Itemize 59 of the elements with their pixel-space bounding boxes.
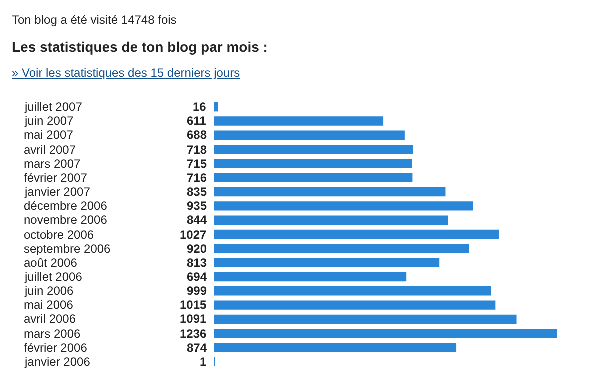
y-tick-label: avril 2007 [24,143,76,157]
chart-subtitle: Les statistiques de ton blog par mois : [12,39,268,55]
y-tick-label: mai 2006 [24,298,74,312]
bar [214,116,384,126]
bar [214,216,448,225]
data-label: 935 [187,199,208,213]
data-label: 16 [193,100,207,114]
bar [214,159,412,168]
y-tick-label: mai 2007 [24,128,74,142]
data-label: 1027 [180,228,208,242]
bar [214,130,405,140]
data-label: 1091 [180,312,208,326]
data-label: 611 [187,114,207,128]
y-tick-label: octobre 2006 [24,228,94,242]
bar [214,272,407,282]
data-label: 694 [187,270,208,284]
text: » Voir les statistiques des 15 derniers jours [12,66,240,80]
bar [214,258,440,268]
y-tick-label: février 2007 [24,171,88,185]
y-tick-label: août 2006 [24,256,78,270]
y-tick-label: juin 2007 [24,114,74,128]
data-label: 718 [187,143,208,157]
bar [214,244,470,254]
bar [214,173,413,182]
y-tick-label: novembre 2006 [24,213,108,227]
data-label: 844 [187,213,208,227]
bar [214,314,517,324]
y-tick-label: mars 2007 [24,157,82,171]
y-tick-label: avril 2006 [24,312,76,326]
y-tick-label: mars 2006 [24,327,82,341]
bar [214,343,457,352]
data-label: 1236 [180,327,208,341]
bar [214,187,446,197]
y-tick-label: septembre 2006 [24,242,112,256]
text: Ton blog a été visité 14748 fois [12,13,177,27]
y-tick-label: février 2006 [24,341,88,355]
bar [214,286,492,296]
y-tick-label: juin 2006 [24,284,74,298]
data-label: 715 [187,157,208,171]
bar [214,144,414,154]
data-label: 716 [187,171,208,185]
bar [214,300,496,310]
bar [214,202,474,211]
data-label: 835 [187,185,208,199]
data-label: 999 [187,284,208,298]
data-label: 1015 [180,298,208,312]
data-label: 813 [187,256,208,270]
y-tick-label: janvier 2007 [24,185,91,199]
y-tick-label: juillet 2006 [24,270,83,284]
data-label: 874 [187,341,208,355]
data-label: 920 [187,242,208,256]
y-tick-label: juillet 2007 [24,100,83,114]
bar [214,102,218,112]
data-label: 1 [200,355,207,369]
y-tick-label: décembre 2006 [24,199,108,213]
y-tick-label: janvier 2006 [24,355,91,369]
data-label: 688 [187,128,208,142]
bar [214,329,557,338]
bar [214,230,499,240]
